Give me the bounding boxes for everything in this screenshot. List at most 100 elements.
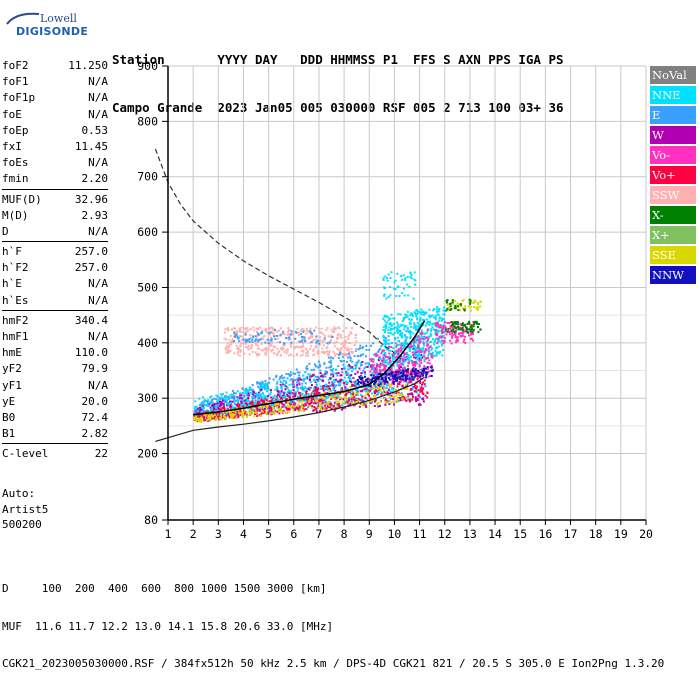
echo-point bbox=[239, 392, 241, 395]
echo-point bbox=[259, 338, 262, 341]
echo-point bbox=[380, 352, 383, 355]
echo-point bbox=[351, 389, 354, 392]
echo-point bbox=[413, 376, 416, 379]
echo-point bbox=[298, 401, 301, 404]
echo-point bbox=[465, 329, 468, 332]
echo-point bbox=[247, 404, 250, 407]
echo-point bbox=[270, 396, 273, 399]
echo-point bbox=[412, 364, 415, 367]
echo-point bbox=[367, 382, 370, 385]
echo-point bbox=[383, 315, 386, 318]
echo-point bbox=[300, 405, 303, 408]
echo-point bbox=[242, 327, 245, 330]
echo-point bbox=[415, 372, 418, 375]
echo-point bbox=[290, 378, 293, 381]
echo-point bbox=[247, 399, 250, 402]
echo-point bbox=[390, 373, 393, 376]
echo-point bbox=[385, 359, 388, 362]
echo-point bbox=[315, 378, 318, 381]
param-row: yF1 N/A bbox=[2, 378, 108, 394]
echo-point bbox=[229, 401, 232, 404]
param-name: foE bbox=[2, 107, 22, 121]
echo-point bbox=[386, 279, 389, 282]
echo-point bbox=[410, 322, 412, 325]
echo-point bbox=[389, 322, 392, 324]
echo-point bbox=[394, 342, 397, 345]
echo-point bbox=[337, 326, 340, 329]
echo-point bbox=[218, 396, 221, 399]
echo-point bbox=[469, 302, 472, 305]
echo-point bbox=[270, 339, 273, 342]
echo-point bbox=[349, 378, 352, 381]
echo-point bbox=[267, 412, 270, 415]
echo-point bbox=[366, 381, 369, 383]
echo-point bbox=[360, 364, 362, 367]
echo-point bbox=[473, 306, 475, 308]
echo-point bbox=[379, 362, 382, 365]
echo-point bbox=[238, 330, 241, 333]
echo-point bbox=[267, 382, 270, 385]
echo-point bbox=[446, 307, 449, 310]
echo-point bbox=[348, 350, 351, 353]
echo-point bbox=[471, 324, 474, 327]
echo-point bbox=[435, 332, 438, 335]
echo-point bbox=[436, 325, 439, 328]
echo-point bbox=[406, 355, 409, 358]
station-header: Station YYYY DAY DDD HHMMSS P1 FFS S AXN… bbox=[112, 20, 564, 132]
echo-point bbox=[314, 402, 317, 405]
echo-point bbox=[276, 403, 279, 406]
echo-point bbox=[244, 341, 247, 344]
echo-point bbox=[323, 339, 326, 342]
echo-point bbox=[379, 380, 382, 383]
echo-point bbox=[422, 342, 425, 345]
echo-point bbox=[429, 352, 432, 355]
param-value: N/A bbox=[88, 378, 108, 392]
echo-point bbox=[389, 364, 392, 367]
echo-point bbox=[209, 402, 212, 405]
echo-point bbox=[287, 405, 290, 408]
echo-point bbox=[344, 402, 346, 405]
echo-point bbox=[247, 348, 250, 351]
echo-point bbox=[201, 414, 204, 417]
echo-point bbox=[236, 390, 239, 393]
echo-point bbox=[399, 362, 402, 365]
echo-point bbox=[395, 371, 397, 374]
echo-point bbox=[414, 363, 417, 366]
echo-point bbox=[354, 399, 356, 402]
echo-point bbox=[229, 334, 232, 337]
echo-point bbox=[310, 406, 313, 409]
echo-point bbox=[420, 329, 423, 332]
echo-point bbox=[349, 331, 352, 334]
echo-point bbox=[265, 348, 268, 351]
echo-point bbox=[281, 377, 284, 380]
echo-point bbox=[320, 375, 322, 378]
x-tick-label: 8 bbox=[341, 527, 348, 541]
echo-point bbox=[327, 394, 330, 397]
echo-point bbox=[292, 395, 295, 398]
echo-point bbox=[249, 346, 252, 349]
echo-point bbox=[214, 408, 217, 410]
echo-point bbox=[319, 405, 322, 408]
echo-point bbox=[429, 332, 432, 335]
echo-point bbox=[290, 341, 293, 344]
echo-point bbox=[448, 306, 450, 309]
echo-point bbox=[234, 415, 237, 418]
echo-point bbox=[399, 329, 402, 332]
echo-point bbox=[382, 355, 385, 358]
echo-point bbox=[384, 398, 387, 401]
echo-point bbox=[297, 334, 300, 337]
trace-curve bbox=[193, 320, 426, 416]
echo-point bbox=[359, 375, 362, 378]
echo-point bbox=[355, 340, 358, 343]
echo-point bbox=[292, 354, 295, 357]
echo-point bbox=[445, 333, 448, 336]
echo-point bbox=[244, 342, 247, 345]
echo-point bbox=[313, 363, 316, 366]
echo-point bbox=[403, 334, 406, 337]
echo-point bbox=[421, 373, 424, 376]
echo-point bbox=[317, 339, 320, 342]
echo-point bbox=[264, 395, 267, 398]
echo-point bbox=[320, 331, 323, 334]
echo-point bbox=[280, 387, 283, 390]
echo-point bbox=[290, 405, 293, 408]
